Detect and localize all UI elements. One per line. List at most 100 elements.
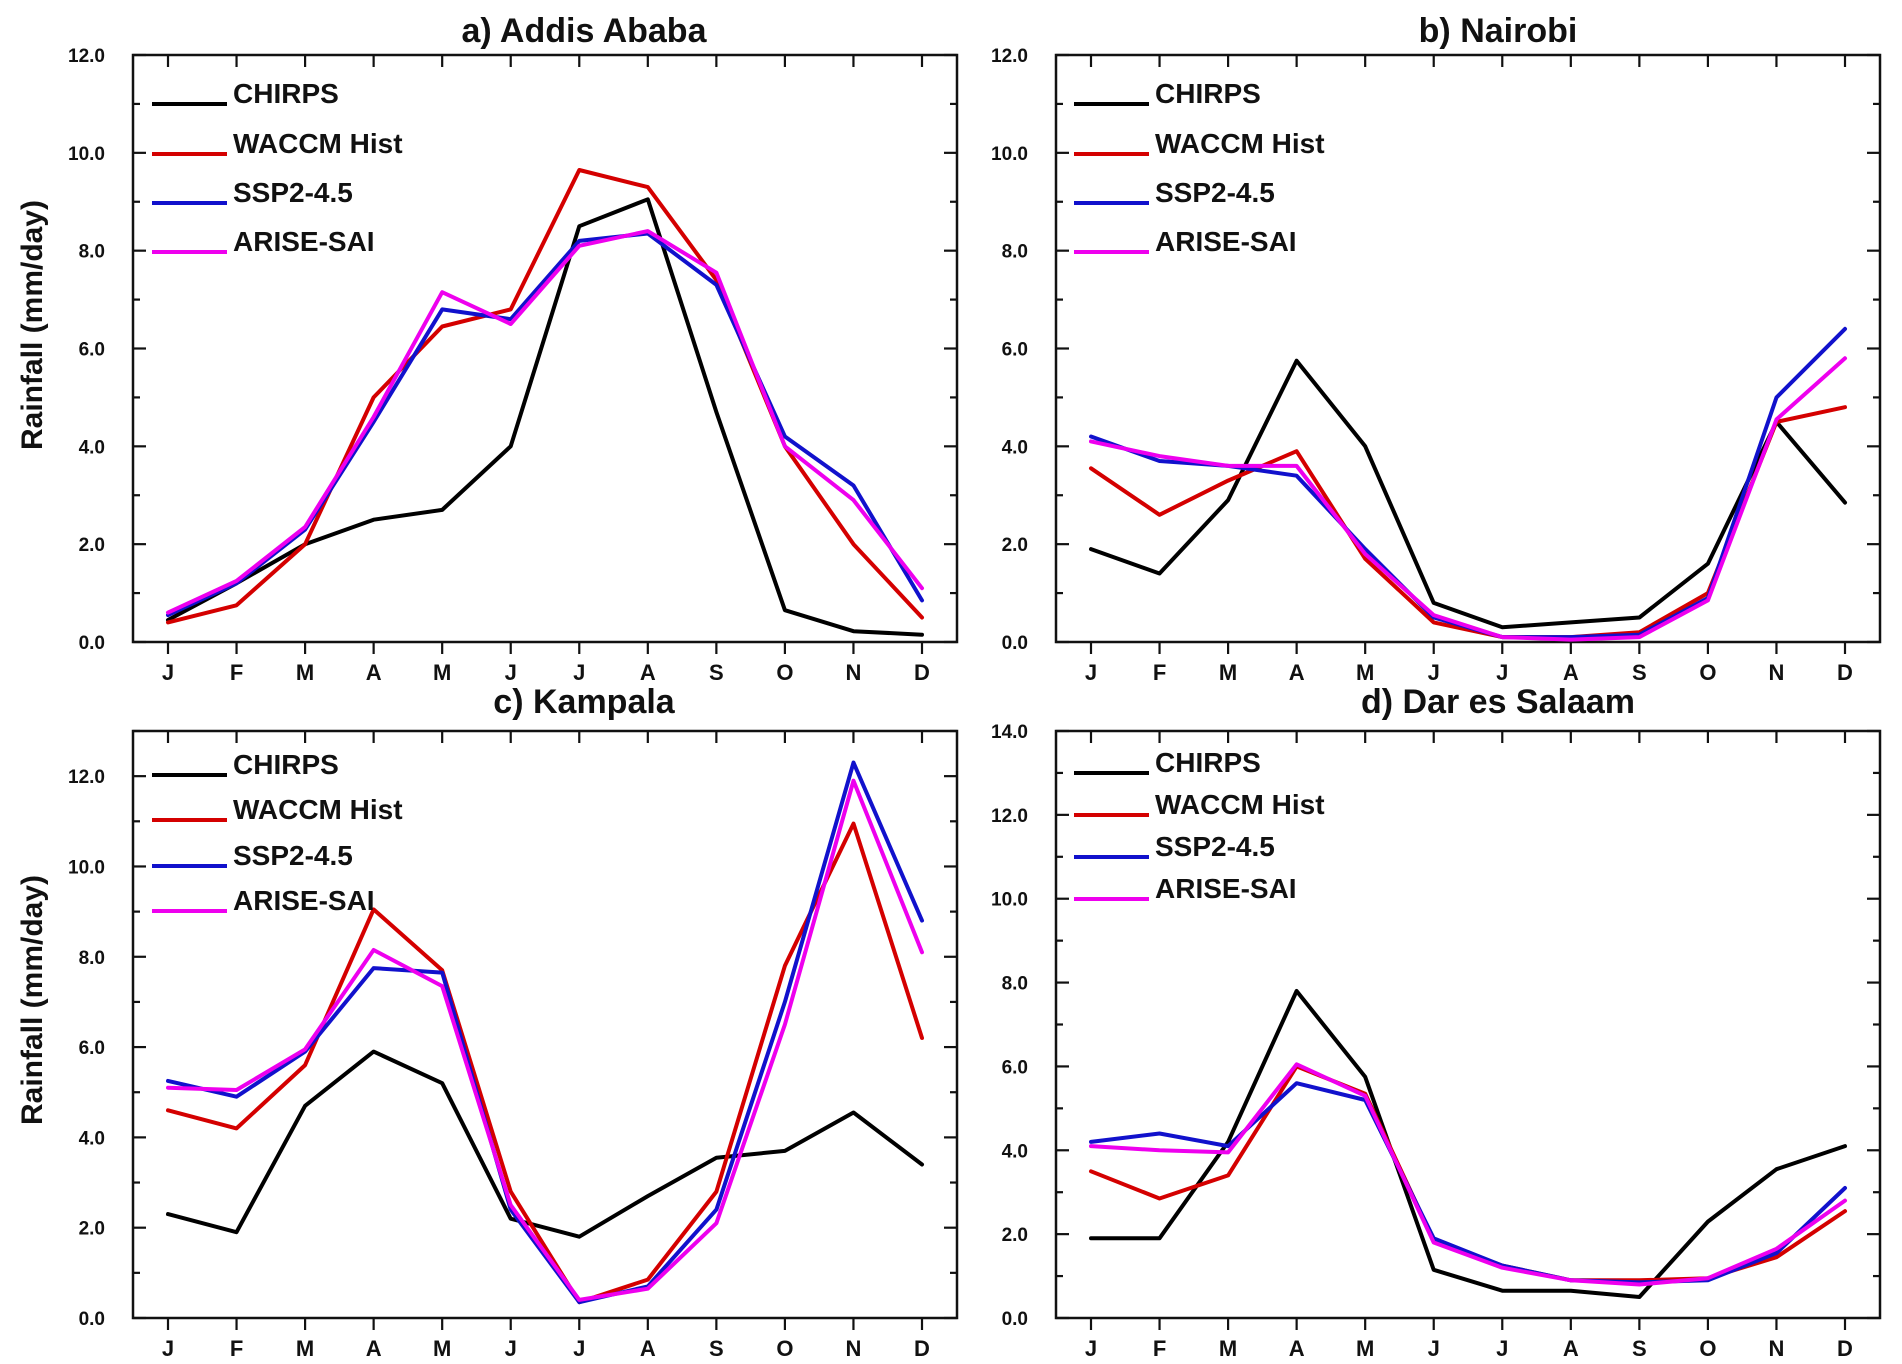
x-tick-label: M <box>1356 660 1374 685</box>
panel-nairobi: b) Nairobi 0.0 2.0 4.0 6.0 8.0 10.0 12.0 J F M A M… <box>991 12 1882 685</box>
data-point-arise-sai <box>1774 417 1778 421</box>
x-tick-label: J <box>505 1336 517 1361</box>
y-tick-label: 8.0 <box>1002 242 1028 263</box>
legend-label-ssp2-4-5: SSP2-4.5 <box>1155 177 1275 208</box>
y-tick-label: 12.0 <box>68 46 105 67</box>
data-point-ssp2-4-5 <box>1295 474 1299 478</box>
data-point-ssp2-4-5 <box>1089 435 1093 439</box>
data-point-chirps <box>1774 1167 1778 1171</box>
x-tick-label: J <box>1496 1336 1508 1361</box>
y-tick-label: 0.0 <box>79 1309 105 1330</box>
x-tick-label: J <box>162 1336 174 1361</box>
data-point-arise-sai <box>1295 464 1299 468</box>
data-point-waccm-hist <box>646 185 650 189</box>
data-point-arise-sai <box>577 244 581 248</box>
x-tick-label: J <box>162 660 174 685</box>
x-tick-label: O <box>1699 1336 1716 1361</box>
data-point-arise-sai <box>303 525 307 529</box>
y-tick-label: 0.0 <box>1002 1309 1028 1330</box>
data-point-waccm-hist <box>166 1108 170 1112</box>
x-tick-label: S <box>1632 1336 1647 1361</box>
data-point-chirps <box>1843 501 1847 505</box>
data-point-arise-sai <box>440 984 444 988</box>
data-point-ssp2-4-5 <box>1843 327 1847 331</box>
data-point-arise-sai <box>714 1221 718 1225</box>
data-point-waccm-hist <box>1158 1197 1162 1201</box>
data-point-waccm-hist <box>166 620 170 624</box>
x-tick-label: D <box>914 1336 930 1361</box>
data-point-arise-sai <box>1432 613 1436 617</box>
data-point-arise-sai <box>1774 1247 1778 1251</box>
legend-label-arise-sai: ARISE-SAI <box>233 226 375 257</box>
x-tick-label: J <box>1496 660 1508 685</box>
y-tick-label: 4.0 <box>1002 437 1028 458</box>
data-point-waccm-hist <box>1843 1209 1847 1213</box>
data-point-arise-sai <box>1843 1199 1847 1203</box>
data-point-arise-sai <box>166 1086 170 1090</box>
data-point-arise-sai <box>1363 552 1367 556</box>
x-tick-label: A <box>366 660 382 685</box>
y-tick-label: 14.0 <box>991 722 1028 743</box>
y-tick-label: 0.0 <box>1002 633 1028 654</box>
data-point-chirps <box>166 1212 170 1216</box>
legend-label-waccm-hist: WACCM Hist <box>233 128 403 159</box>
x-tick-label: A <box>366 1336 382 1361</box>
data-point-arise-sai <box>166 611 170 615</box>
data-point-chirps <box>783 1149 787 1153</box>
y-tick-label: 12.0 <box>68 767 105 788</box>
legend-label-chirps: CHIRPS <box>1155 78 1261 109</box>
legend-label-ssp2-4-5: SSP2-4.5 <box>233 840 353 871</box>
series-line-chirps <box>1089 358 1847 630</box>
x-tick-label: D <box>1837 1336 1853 1361</box>
legend-label-chirps: CHIRPS <box>1155 747 1261 778</box>
data-point-chirps <box>303 1104 307 1108</box>
data-point-waccm-hist <box>509 307 513 311</box>
x-tick-label: M <box>433 1336 451 1361</box>
x-tick-label: N <box>1769 660 1785 685</box>
data-point-chirps <box>1158 572 1162 576</box>
data-point-waccm-hist <box>851 542 855 546</box>
x-tick-label: F <box>230 660 243 685</box>
x-tick-label: J <box>1428 660 1440 685</box>
data-point-arise-sai <box>1706 1276 1710 1280</box>
series-lines <box>1089 989 1847 1299</box>
panel-kampala: c) Kampala 0.0 2.0 4.0 6.0 8.0 10.0 12.0 J F M A M… <box>68 683 959 1361</box>
data-point-chirps <box>1706 562 1710 566</box>
data-point-arise-sai <box>1569 638 1573 642</box>
data-point-arise-sai <box>1158 454 1162 458</box>
data-point-arise-sai <box>1226 464 1230 468</box>
x-tick-label: J <box>573 1336 585 1361</box>
data-point-chirps <box>851 1111 855 1115</box>
data-point-arise-sai <box>783 444 787 448</box>
data-point-arise-sai <box>577 1298 581 1302</box>
data-point-chirps <box>714 1156 718 1160</box>
y-tick-label: 0.0 <box>79 633 105 654</box>
legend: CHIRPS WACCM Hist SSP2-4.5 ARISE-SAI <box>152 78 403 257</box>
data-point-ssp2-4-5 <box>440 307 444 311</box>
legend-label-chirps: CHIRPS <box>233 78 339 109</box>
data-point-chirps <box>646 1194 650 1198</box>
data-point-arise-sai <box>1569 1278 1573 1282</box>
data-point-waccm-hist <box>851 822 855 826</box>
data-point-ssp2-4-5 <box>1843 1186 1847 1190</box>
data-point-arise-sai <box>646 1287 650 1291</box>
y-tick-label: 6.0 <box>1002 1057 1028 1078</box>
y-tick-label: 6.0 <box>79 1038 105 1059</box>
data-point-waccm-hist <box>920 616 924 620</box>
data-point-chirps <box>509 444 513 448</box>
data-point-ssp2-4-5 <box>920 598 924 602</box>
y-axis: 0.0 2.0 4.0 6.0 8.0 10.0 12.0 <box>68 46 957 654</box>
y-tick-label: 4.0 <box>79 1128 105 1149</box>
y-axis: 0.0 2.0 4.0 6.0 8.0 10.0 12.0 14.0 <box>991 722 1880 1330</box>
y-tick-label: 6.0 <box>79 340 105 361</box>
y-tick-label: 10.0 <box>68 857 105 878</box>
data-point-chirps <box>1089 547 1093 551</box>
data-point-chirps <box>372 518 376 522</box>
data-point-arise-sai <box>303 1047 307 1051</box>
y-tick-label: 8.0 <box>79 242 105 263</box>
data-point-arise-sai <box>1089 439 1093 443</box>
legend: CHIRPS WACCM Hist SSP2-4.5 ARISE-SAI <box>1074 747 1325 904</box>
legend-label-waccm-hist: WACCM Hist <box>233 794 403 825</box>
data-point-arise-sai <box>1295 1062 1299 1066</box>
data-point-chirps <box>235 1230 239 1234</box>
